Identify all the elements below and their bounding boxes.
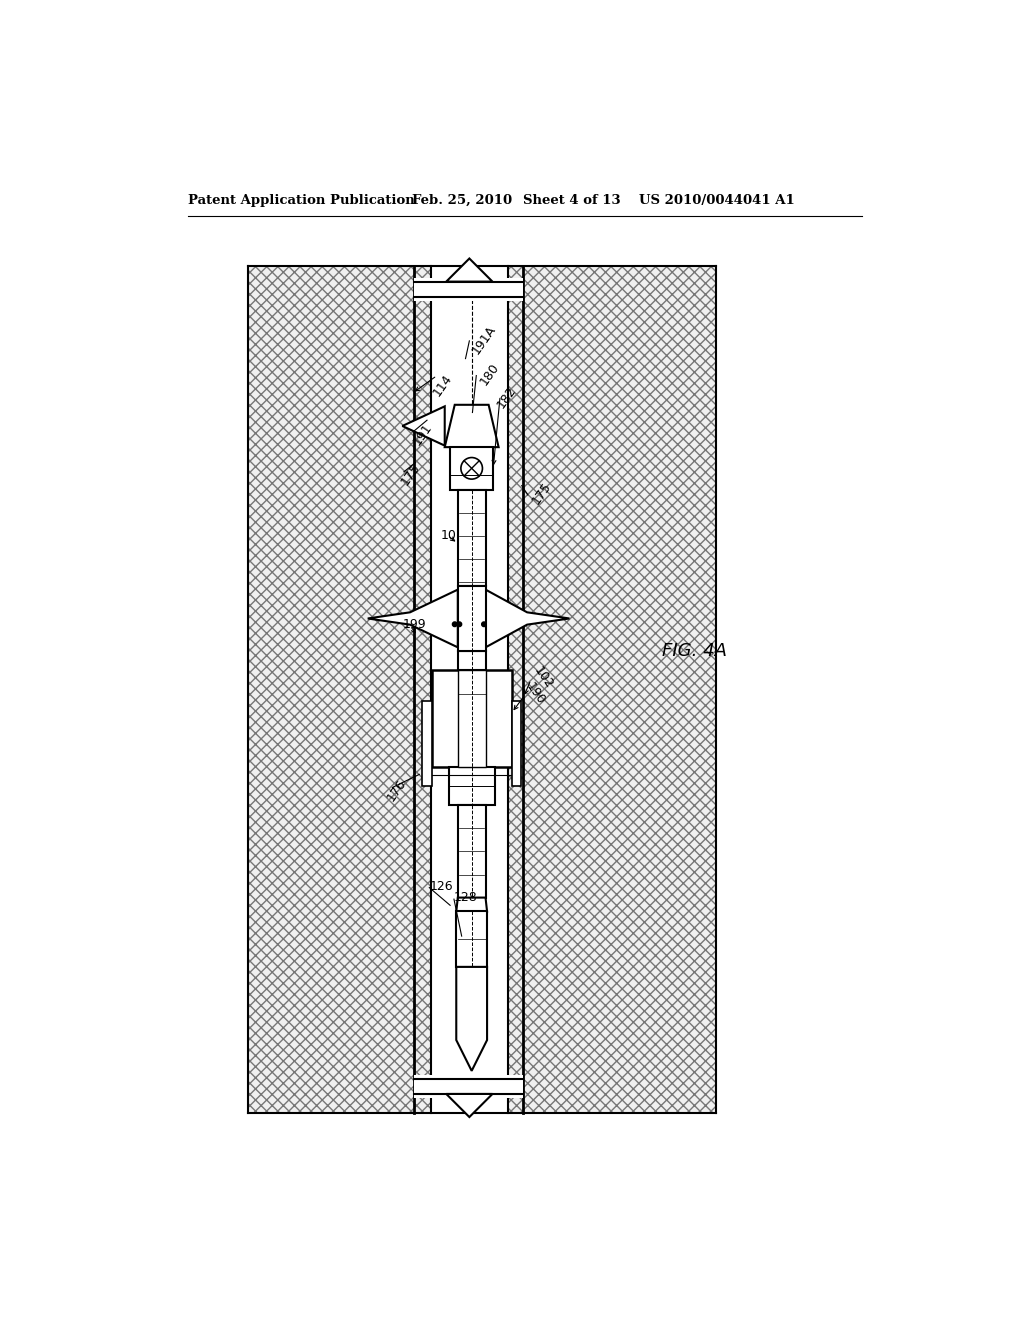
- Polygon shape: [485, 590, 569, 647]
- Bar: [458, 805, 485, 898]
- Text: Sheet 4 of 13: Sheet 4 of 13: [523, 194, 621, 207]
- Text: 180: 180: [477, 360, 502, 388]
- Circle shape: [457, 622, 462, 627]
- Circle shape: [481, 622, 486, 627]
- Polygon shape: [446, 259, 493, 281]
- Bar: [451, 447, 494, 490]
- Text: 182: 182: [494, 384, 518, 411]
- Bar: [458, 651, 485, 671]
- Bar: [431, 1074, 508, 1098]
- Bar: [508, 277, 523, 301]
- Text: 191A: 191A: [469, 322, 499, 356]
- Bar: [458, 490, 485, 586]
- Polygon shape: [446, 1094, 493, 1117]
- Polygon shape: [368, 590, 458, 647]
- Bar: [458, 586, 485, 651]
- Bar: [431, 277, 508, 301]
- Polygon shape: [402, 407, 444, 446]
- Text: Patent Application Publication: Patent Application Publication: [188, 194, 415, 207]
- Bar: [431, 267, 508, 1113]
- Text: 128: 128: [454, 891, 478, 904]
- Text: 114: 114: [431, 372, 455, 399]
- Polygon shape: [457, 898, 487, 911]
- Bar: [248, 267, 414, 1113]
- Bar: [458, 671, 485, 767]
- Text: 190: 190: [523, 680, 548, 708]
- Text: 175: 175: [529, 480, 554, 507]
- Bar: [414, 267, 431, 1113]
- Circle shape: [461, 458, 482, 479]
- Text: 10: 10: [441, 529, 457, 543]
- Bar: [508, 1074, 523, 1098]
- Polygon shape: [457, 966, 487, 1071]
- Text: FIG. 4A: FIG. 4A: [662, 643, 727, 660]
- Bar: [422, 701, 432, 785]
- Bar: [414, 1074, 431, 1098]
- Bar: [457, 911, 487, 966]
- Text: 199: 199: [402, 618, 426, 631]
- Bar: [449, 767, 495, 805]
- Bar: [508, 267, 523, 1113]
- Text: 102: 102: [531, 665, 555, 692]
- Text: 191: 191: [410, 421, 434, 447]
- Text: 176: 176: [385, 776, 409, 804]
- Text: US 2010/0044041 A1: US 2010/0044041 A1: [639, 194, 795, 207]
- Text: 175: 175: [398, 461, 423, 487]
- Bar: [512, 701, 521, 785]
- Bar: [414, 277, 431, 301]
- Bar: [432, 671, 512, 767]
- Text: 126: 126: [429, 879, 453, 892]
- Bar: [523, 267, 716, 1113]
- Circle shape: [453, 622, 457, 627]
- Polygon shape: [444, 405, 499, 447]
- Text: Feb. 25, 2010: Feb. 25, 2010: [412, 194, 512, 207]
